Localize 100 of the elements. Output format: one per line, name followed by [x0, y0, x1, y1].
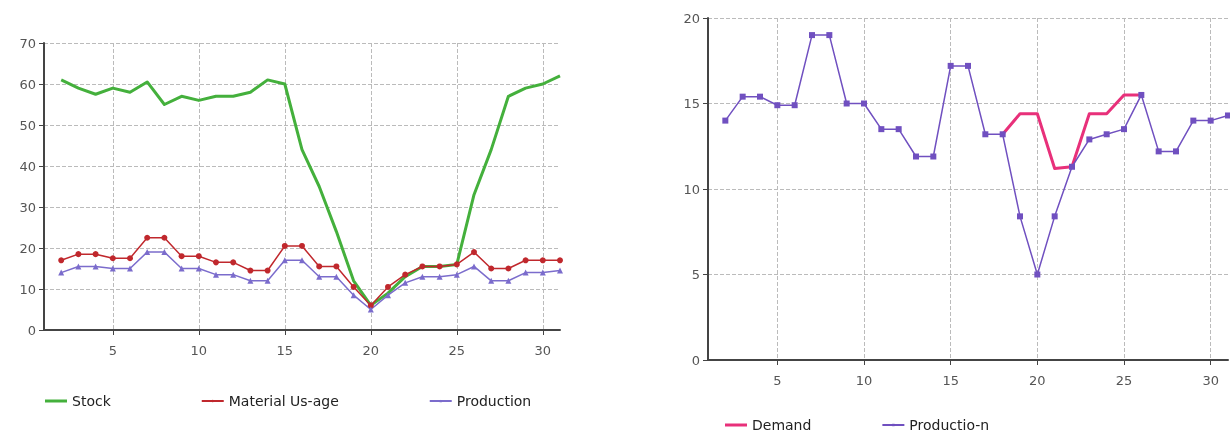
legend-label: Production	[456, 393, 532, 409]
y-tick-label: 20	[683, 10, 700, 26]
y-tick-label: 50	[19, 117, 36, 133]
point	[333, 273, 340, 280]
x-tick-label: 20	[1029, 373, 1046, 388]
point	[161, 249, 168, 256]
point	[436, 263, 443, 270]
point	[178, 253, 185, 260]
point	[316, 273, 323, 280]
legend-label: Productio-n	[909, 417, 990, 433]
point	[539, 269, 546, 276]
x-tick-label: 5	[773, 373, 782, 388]
point	[195, 253, 202, 260]
point	[453, 261, 460, 268]
point	[999, 131, 1006, 138]
point	[471, 263, 477, 270]
point	[247, 267, 254, 274]
point	[436, 273, 443, 280]
point	[419, 263, 426, 270]
point	[826, 32, 833, 39]
point	[843, 100, 850, 107]
point	[913, 153, 919, 160]
point	[264, 277, 271, 284]
point	[774, 102, 781, 109]
y-tick-label: 40	[19, 158, 36, 174]
point	[471, 249, 477, 256]
point	[930, 153, 937, 160]
point	[791, 102, 798, 109]
point	[809, 32, 815, 39]
point	[144, 249, 151, 256]
x-tick-label: 30	[534, 343, 552, 358]
point	[264, 267, 271, 274]
point	[419, 273, 426, 280]
point	[350, 283, 357, 290]
x-tick-label: 10	[190, 343, 208, 358]
legend-label: Demand	[752, 417, 812, 433]
point	[333, 263, 340, 270]
x-tick-label: 30	[1202, 373, 1219, 388]
point	[92, 251, 99, 258]
point	[367, 306, 374, 313]
point	[488, 265, 495, 272]
point	[539, 257, 546, 264]
point	[299, 257, 305, 264]
point	[161, 234, 168, 241]
point	[1225, 112, 1230, 119]
y-tick-label: 15	[683, 96, 700, 111]
point	[195, 265, 202, 272]
point	[522, 257, 529, 264]
x-tick-label: 15	[942, 373, 959, 388]
point	[1069, 163, 1075, 170]
point	[127, 265, 133, 272]
point	[1155, 148, 1162, 155]
y-tick-label: 10	[19, 281, 36, 297]
point	[878, 126, 885, 133]
point	[213, 259, 219, 266]
point	[281, 242, 288, 249]
point	[488, 277, 495, 284]
point	[965, 62, 971, 69]
x-tick-label: 10	[855, 373, 873, 388]
point	[213, 271, 219, 278]
point	[1190, 117, 1197, 124]
point	[522, 269, 529, 276]
point	[385, 292, 391, 299]
point	[109, 265, 116, 272]
point	[739, 93, 746, 100]
point	[505, 277, 512, 284]
x-tick-label: 25	[448, 343, 466, 358]
y-tick-label: 10	[683, 181, 700, 197]
point	[895, 126, 902, 133]
legend-label: Stock	[72, 393, 112, 409]
point	[144, 234, 151, 241]
point	[1086, 136, 1093, 143]
point	[316, 263, 323, 270]
y-tick-label: 70	[19, 35, 36, 51]
point	[75, 251, 82, 258]
legend-label: Material Us-age	[228, 393, 339, 409]
point	[58, 257, 65, 264]
point	[505, 265, 512, 272]
point	[230, 271, 237, 278]
x-tick-label: 20	[362, 343, 380, 358]
point	[350, 292, 357, 299]
x-tick-label: 25	[1115, 373, 1133, 388]
y-tick-label: 20	[19, 240, 36, 256]
point	[757, 93, 763, 100]
point	[1121, 126, 1127, 133]
point	[58, 269, 65, 276]
y-tick-label: 5	[691, 267, 700, 282]
point	[1207, 117, 1214, 124]
point	[1017, 213, 1023, 220]
point	[109, 255, 116, 262]
point	[1173, 148, 1179, 155]
point	[247, 277, 254, 284]
y-tick-label: 0	[27, 322, 36, 338]
point	[722, 117, 729, 124]
point	[367, 302, 374, 309]
y-tick-label: 0	[691, 352, 700, 368]
x-tick-label: 15	[276, 343, 294, 358]
point	[1103, 131, 1110, 138]
point	[947, 62, 954, 69]
point	[557, 257, 563, 264]
